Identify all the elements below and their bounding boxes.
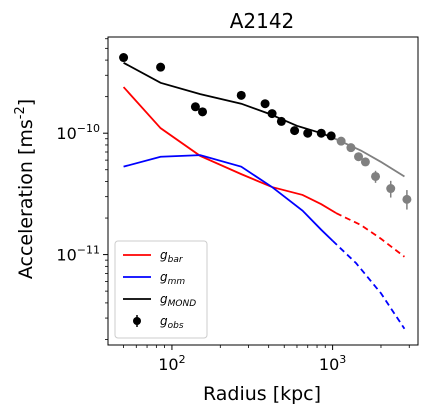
series-gmm-line [123,154,334,242]
marker-gobs-10 [316,128,326,138]
marker-gobs-2 [190,102,200,112]
legend-box [114,240,208,339]
marker-gobs-11 [326,131,336,141]
legend-label-gbar: gbar [160,248,184,265]
marker-gobs-1 [156,62,166,72]
series-gbar-line [122,86,337,214]
marker-gobs-5 [260,99,270,109]
legend-label-gmond: gMOND [160,292,196,309]
marker-gobs-4 [236,90,246,100]
marker-gobs-7 [276,116,286,126]
y-axis-title: Acceleration [ms-2] [13,99,37,279]
marker-gobs-3 [198,107,208,117]
x-tick-label-1: 103 [319,353,346,374]
series-gmond-line [123,62,333,139]
marker-gobs-0 [119,53,129,63]
marker-gobs-15 [360,157,370,167]
legend-label-gobs: gobs [160,314,184,331]
legend-label-gmm: gmm [160,270,185,287]
marker-gobs-12 [336,136,346,146]
y-tick-label-1: 10−10 [56,122,100,143]
series-gmm-dashed-line [331,240,406,330]
x-tick-label-0: 102 [158,353,185,374]
legend: gbar gmm gMOND gobs [114,240,208,339]
series-gbar-dashed-line [335,212,405,258]
series-gmond-tail-line [332,136,405,178]
legend-marker-gobs [133,317,141,325]
plot-frame [107,36,419,346]
y-tick-label-0: 10−11 [56,244,100,265]
marker-gobs-17 [386,184,396,194]
marker-gobs-8 [290,126,300,136]
marker-gobs-18 [402,194,412,204]
marker-gobs-13 [346,143,356,153]
x-axis-title: Radius [kpc] [203,383,321,405]
marker-gobs-16 [371,171,381,181]
plot-area [119,53,412,330]
y-axis-title-text: Acceleration [ms-2] [13,99,37,279]
axis-ticks: 102 103 10−11 10−10 [56,38,410,374]
chart-title: A2142 [230,9,295,33]
marker-gobs-9 [303,128,313,138]
marker-gobs-14 [354,152,364,162]
marker-gobs-6 [267,109,277,119]
